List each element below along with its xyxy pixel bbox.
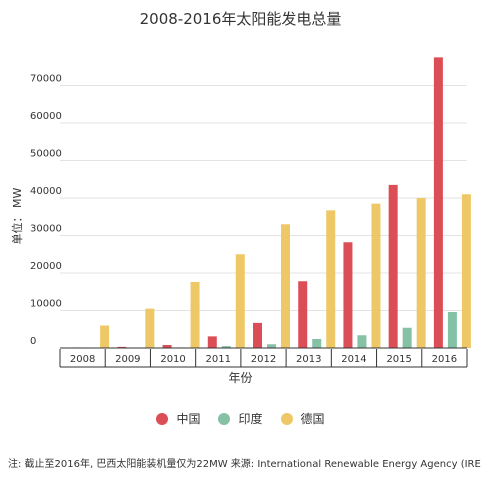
legend-item-china: 中国 bbox=[156, 410, 200, 427]
bar-2015-2 bbox=[416, 198, 426, 348]
y-tick-label: 0 bbox=[30, 336, 36, 347]
bar-2009-2 bbox=[145, 308, 155, 348]
bar-2011-2 bbox=[235, 254, 245, 348]
bar-2015-0 bbox=[388, 184, 398, 348]
bar-2013-2 bbox=[326, 210, 336, 348]
bar-2012-0 bbox=[253, 322, 262, 348]
bar-2008-2 bbox=[100, 325, 110, 348]
y-axis-label: 单位： MW bbox=[11, 187, 24, 245]
x-tick-label: 2014 bbox=[341, 354, 366, 365]
grid-lines bbox=[60, 85, 467, 311]
bar-2011-0 bbox=[207, 336, 217, 348]
y-tick-label: 60000 bbox=[30, 111, 62, 122]
y-tick-label: 50000 bbox=[30, 149, 62, 160]
footnote: 注: 截止至2016年, 巴西太阳能装机量仅为22MW 来源: Internat… bbox=[8, 459, 481, 470]
y-tick-label: 20000 bbox=[30, 261, 62, 272]
y-tick-label: 40000 bbox=[30, 186, 62, 197]
bar-2012-2 bbox=[281, 224, 290, 348]
bar-2014-0 bbox=[343, 242, 353, 348]
y-tick-label: 70000 bbox=[30, 74, 62, 85]
y-tick-label: 30000 bbox=[30, 224, 62, 235]
bar-2014-2 bbox=[371, 203, 381, 348]
bar-2016-2 bbox=[461, 194, 471, 348]
bar-2015-1 bbox=[402, 327, 412, 348]
legend-label-china: 中国 bbox=[176, 412, 201, 426]
x-axis: 2008 2009 2010 2011 2012 2013 2014 2015 2016 bbox=[59, 347, 468, 368]
x-tick-label: 2008 bbox=[70, 354, 95, 365]
legend-swatch-india bbox=[218, 412, 231, 425]
y-tick-labels: 0 10000 20000 30000 40000 50000 60000 70000 bbox=[30, 74, 62, 348]
bar-2014-1 bbox=[357, 335, 367, 348]
x-tick-label: 2011 bbox=[206, 354, 231, 365]
legend-label-india: 印度 bbox=[238, 412, 263, 426]
x-tick-label: 2015 bbox=[386, 354, 411, 365]
bar-chart: 0 10000 20000 30000 40000 50000 60000 70000 200… bbox=[30, 57, 471, 368]
bar-2013-1 bbox=[312, 339, 322, 348]
x-tick-label: 2009 bbox=[115, 354, 140, 365]
legend: 中国 印度 德国 bbox=[0, 410, 481, 427]
chart-title: 2008-2016年太阳能发电总量 bbox=[139, 10, 342, 28]
bar-2010-0 bbox=[162, 345, 172, 348]
bar-2010-2 bbox=[190, 282, 200, 348]
bar-2012-1 bbox=[267, 344, 276, 348]
bar-2011-1 bbox=[221, 346, 231, 348]
legend-item-india: 印度 bbox=[218, 410, 263, 427]
legend-item-germany: 德国 bbox=[280, 410, 325, 427]
x-tick-label: 2013 bbox=[296, 354, 321, 365]
bar-2016-0 bbox=[433, 57, 443, 348]
bar-2013-0 bbox=[298, 281, 308, 348]
legend-swatch-china bbox=[156, 412, 169, 425]
x-tick-label: 2010 bbox=[160, 354, 185, 365]
bar-2016-1 bbox=[447, 312, 457, 348]
x-tick-label: 2012 bbox=[251, 354, 276, 365]
x-axis-label: 年份 bbox=[228, 371, 253, 385]
legend-swatch-germany bbox=[280, 412, 293, 425]
y-tick-label: 10000 bbox=[30, 299, 62, 310]
bars bbox=[72, 57, 471, 349]
x-tick-label: 2016 bbox=[432, 354, 457, 365]
legend-label-germany: 德国 bbox=[300, 412, 325, 426]
bar-2009-0 bbox=[117, 346, 127, 348]
